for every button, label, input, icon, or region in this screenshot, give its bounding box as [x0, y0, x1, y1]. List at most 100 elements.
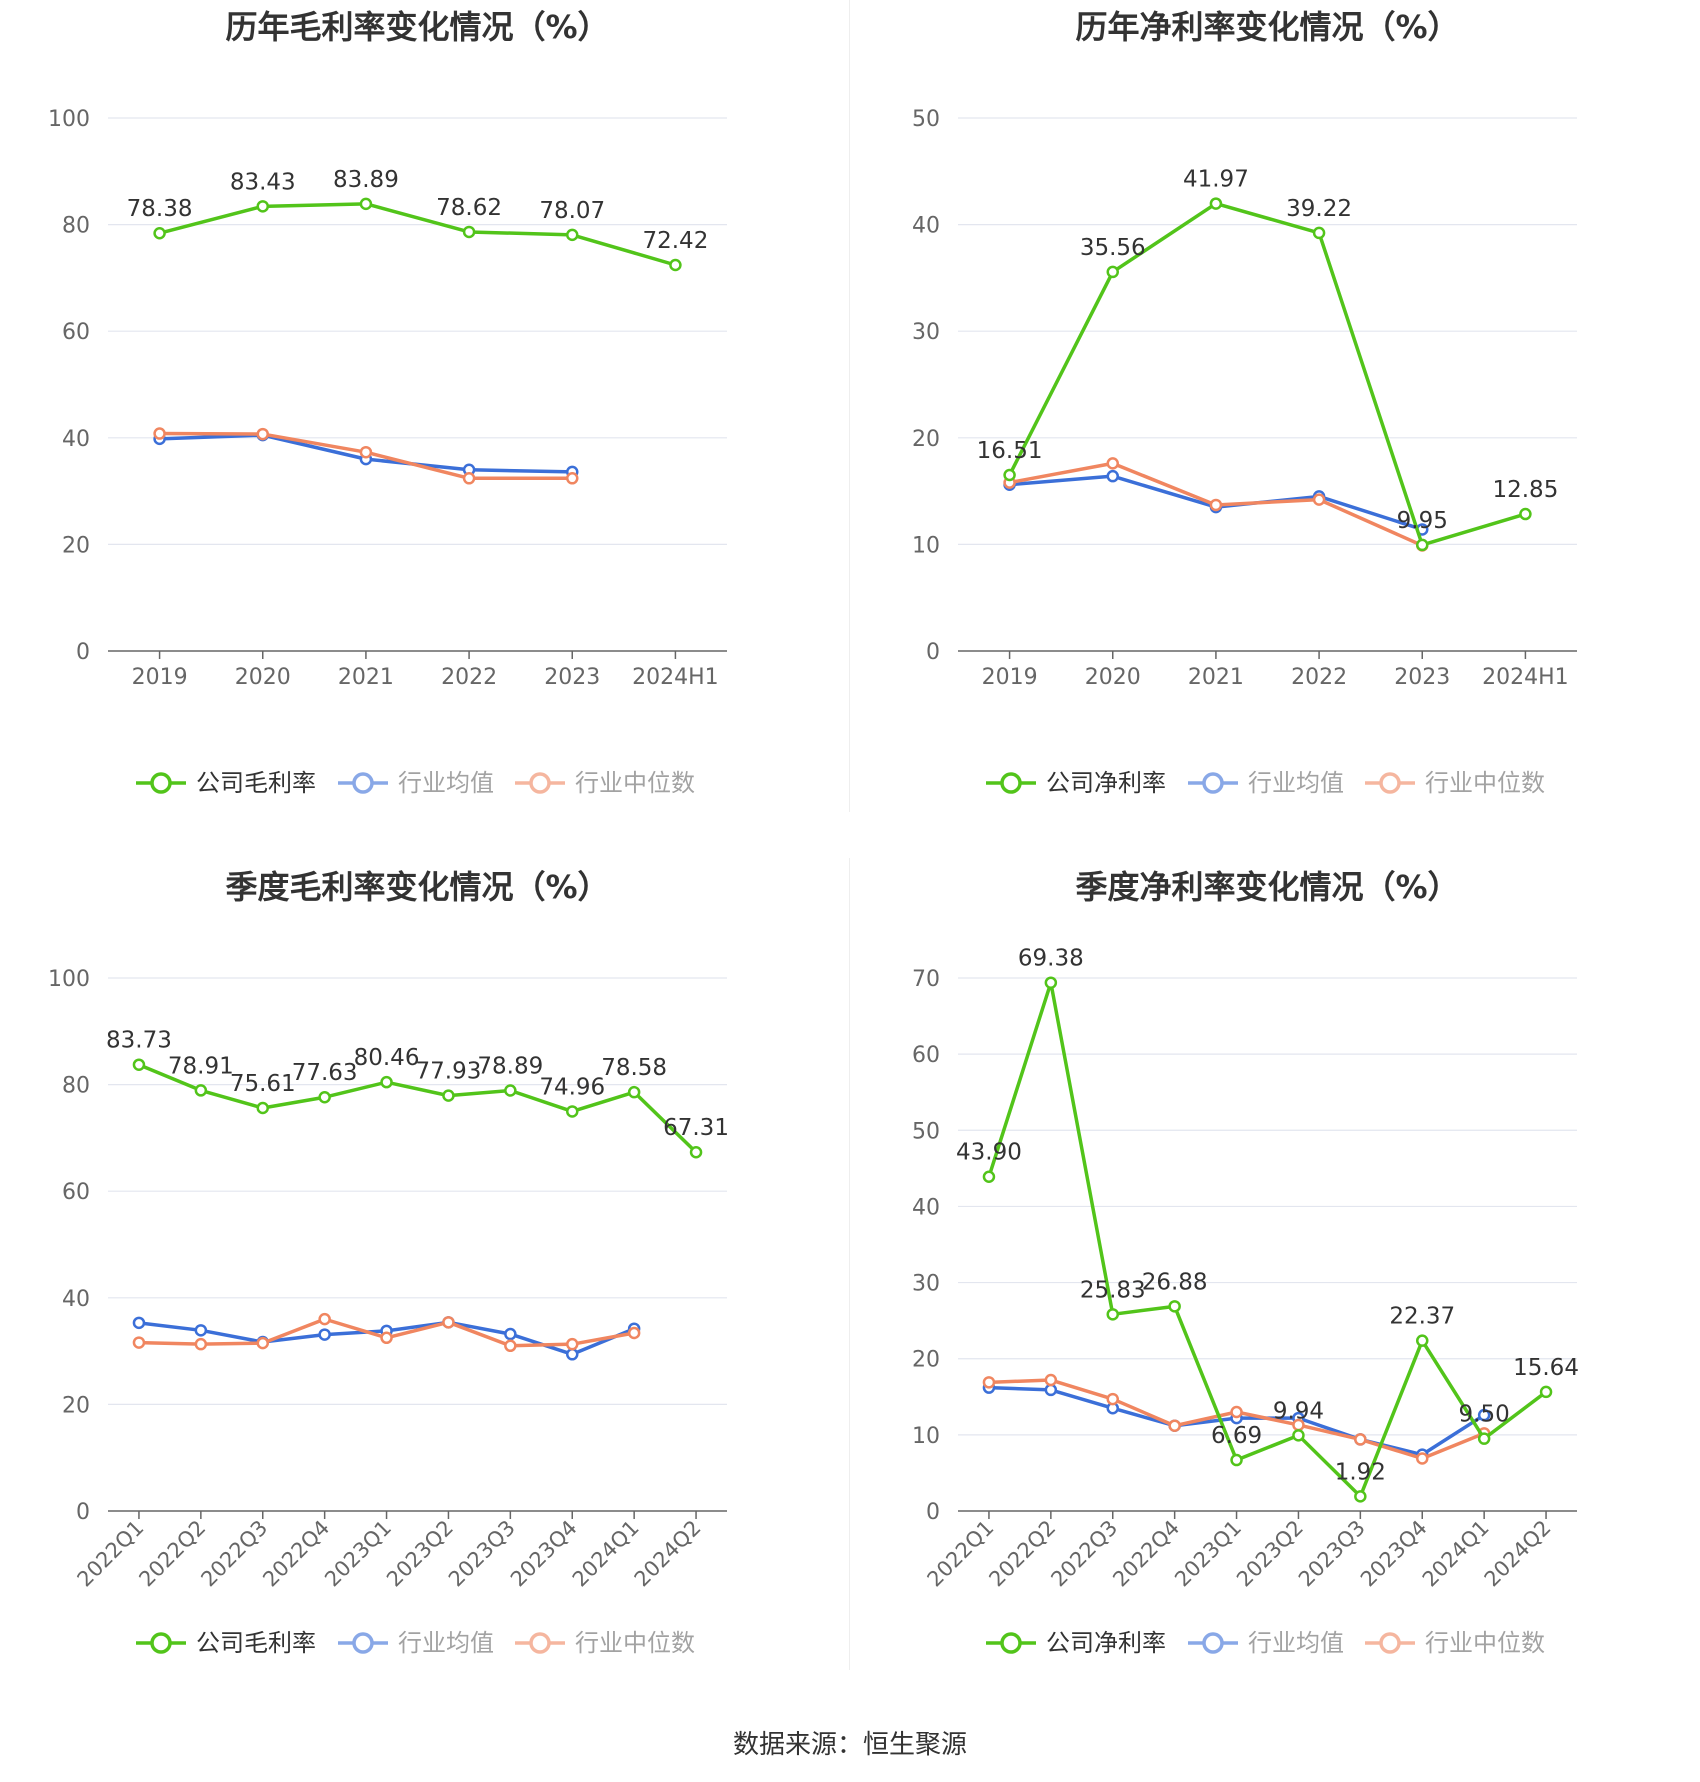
data-point-avg: [1044, 1383, 1058, 1397]
y-tick-label: 0: [76, 1500, 90, 1525]
data-label: 9.95: [1397, 508, 1448, 534]
data-label: 12.85: [1492, 477, 1558, 503]
data-point-median: [566, 1337, 579, 1351]
data-point-median: [1044, 1373, 1058, 1387]
data-point-median: [566, 472, 579, 485]
y-tick-label: 60: [912, 1043, 940, 1068]
y-tick-label: 30: [912, 320, 940, 345]
y-tick-label: 60: [62, 320, 90, 345]
legend-item-median: 行业中位数: [1365, 769, 1545, 797]
data-point-median: [982, 1376, 996, 1389]
data-label: 83.43: [230, 169, 296, 195]
chart-svg: 历年毛利率变化情况（%） 0 20 40 60 80 100 2019 2020 2021 2022…: [48, 8, 727, 797]
legend-marker: [1000, 1632, 1022, 1654]
data-point-company: [627, 1085, 641, 1099]
legend-label: 公司毛利率: [196, 1629, 316, 1657]
data-point-median: [1106, 1392, 1119, 1406]
legend-item-median: 行业中位数: [1365, 1629, 1545, 1657]
data-label: 35.56: [1080, 235, 1146, 261]
data-label: 25.83: [1080, 1277, 1146, 1303]
data-point-company: [1416, 538, 1429, 552]
data-point-median: [153, 427, 166, 440]
data-point-median: [1354, 1433, 1367, 1446]
x-tick-label: 2024Q2: [1480, 1516, 1556, 1592]
data-source-note: 数据来源：恒生聚源: [732, 1730, 967, 1760]
y-tick-label: 100: [48, 107, 90, 132]
data-label: 15.64: [1513, 1355, 1579, 1381]
x-tick-label: 2023Q3: [1294, 1516, 1370, 1592]
chart-quarterly-net-margin: 季度净利率变化情况（%） 0 10 20 30 40 50 60 70 2022Q1 2022Q2 2…: [850, 860, 1700, 1720]
x-tick-label: 2024Q2: [630, 1516, 706, 1592]
data-label: 9.50: [1459, 1402, 1510, 1428]
y-tick-label: 80: [62, 214, 90, 239]
legend-item-company: 公司净利率: [986, 1629, 1166, 1657]
legend-label: 公司净利率: [1046, 1629, 1166, 1657]
data-point-company: [1209, 197, 1223, 210]
data-point-company: [504, 1084, 517, 1097]
legend-label: 公司净利率: [1046, 769, 1166, 797]
data-point-median: [504, 1339, 517, 1353]
data-label: 83.89: [333, 167, 399, 193]
legend-label: 公司毛利率: [196, 769, 316, 797]
data-point-company: [566, 1105, 579, 1118]
data-label: 77.93: [416, 1059, 482, 1085]
y-tick-label: 40: [912, 1195, 940, 1220]
x-tick-label: 2024Q1: [568, 1516, 644, 1592]
data-label: 6.69: [1211, 1423, 1262, 1449]
data-label: 78.58: [601, 1055, 667, 1081]
data-label: 78.07: [539, 198, 605, 224]
legend-label: 行业均值: [398, 1629, 494, 1657]
data-point-company: [380, 1075, 393, 1089]
data-point-company: [442, 1089, 455, 1102]
data-point-company: [1519, 507, 1532, 521]
legend-marker: [1202, 772, 1224, 794]
data-point-company: [982, 1170, 996, 1183]
series-line-company: [138, 1063, 698, 1154]
data-point-median: [256, 427, 269, 441]
data-point-median: [1209, 498, 1223, 512]
x-tick-label: 2023Q3: [444, 1516, 520, 1592]
y-tick-label: 0: [76, 640, 90, 665]
chart-svg: 季度毛利率变化情况（%）0204060801002022Q12022Q22022…: [48, 868, 729, 1657]
data-label: 41.97: [1183, 167, 1249, 193]
data-point-company: [1044, 976, 1058, 989]
y-tick-label: 80: [62, 1074, 90, 1099]
data-point-company: [566, 228, 579, 242]
x-tick-label: 2022Q2: [134, 1516, 210, 1592]
x-tick-label: 2022: [441, 665, 497, 690]
data-point-median: [318, 1312, 331, 1326]
data-label: 43.90: [956, 1140, 1022, 1166]
data-point-avg: [132, 1316, 146, 1330]
series-line-company: [1008, 201, 1526, 547]
legend-label: 行业中位数: [1425, 1629, 1545, 1657]
legend-marker: [1202, 1632, 1224, 1654]
data-point-company: [1106, 1308, 1119, 1321]
chart-svg: 季度净利率变化情况（%）0102030405060702022Q12022Q22…: [912, 868, 1579, 1657]
data-point-company: [1477, 1432, 1491, 1445]
chart-title: 历年毛利率变化情况（%）: [225, 8, 609, 46]
x-tick-label: 2024Q1: [1418, 1516, 1494, 1592]
x-tick-label: 2022Q1: [73, 1516, 149, 1592]
x-tick-label: 2019: [982, 665, 1038, 690]
data-point-company: [1539, 1385, 1553, 1399]
legend-item-median: 行业中位数: [515, 1629, 695, 1657]
data-label: 22.37: [1389, 1304, 1455, 1330]
chart-title: 历年净利率变化情况（%）: [1075, 8, 1459, 46]
series-line-company: [987, 980, 1548, 1499]
data-point-company: [194, 1084, 208, 1097]
y-tick-label: 20: [912, 1348, 940, 1373]
legend-item-avg: 行业均值: [1188, 769, 1344, 797]
data-point-company: [689, 1145, 703, 1159]
data-label: 9.94: [1273, 1398, 1324, 1424]
vertical-divider-bottom: [849, 858, 850, 1670]
y-tick-label: 20: [62, 533, 90, 558]
x-tick-label: 2022Q2: [984, 1516, 1060, 1592]
data-label: 67.31: [663, 1115, 729, 1141]
data-label: 80.46: [354, 1045, 420, 1071]
data-point-company: [1106, 265, 1119, 279]
x-tick-label: 2022: [1291, 665, 1347, 690]
legend-marker: [150, 1632, 172, 1654]
data-point-avg: [566, 1348, 579, 1361]
data-point-avg: [1477, 1408, 1491, 1422]
